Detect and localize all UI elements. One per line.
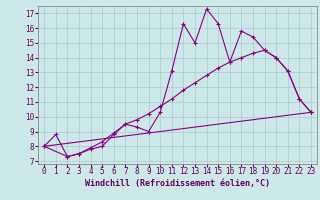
X-axis label: Windchill (Refroidissement éolien,°C): Windchill (Refroidissement éolien,°C) [85, 179, 270, 188]
